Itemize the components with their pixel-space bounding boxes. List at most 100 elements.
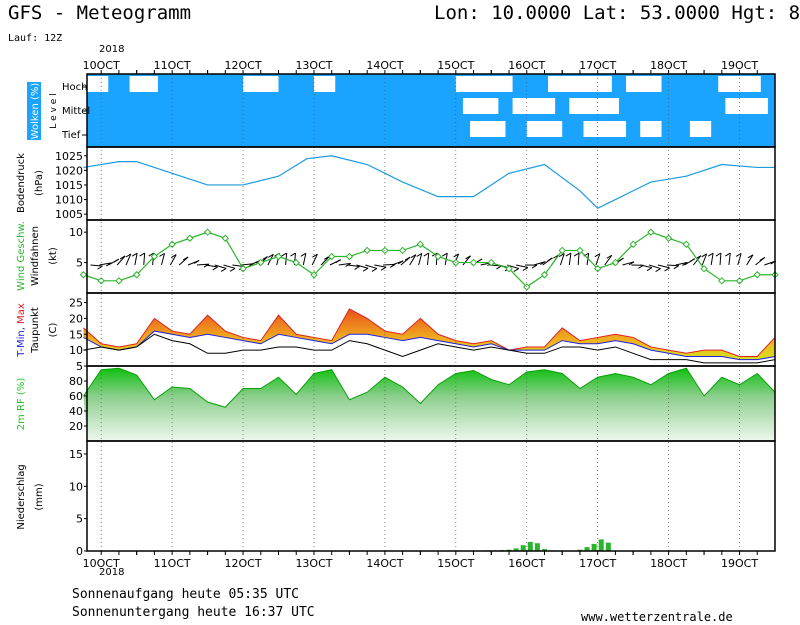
wind-barb xyxy=(160,253,165,266)
panel-frame-pressure xyxy=(86,146,776,221)
wind-speed-line xyxy=(83,231,775,288)
wind-barb-flag xyxy=(220,267,227,272)
location-label: Lon: 10.0000 Lat: 53.0000 Hgt: 8 xyxy=(434,2,800,24)
bottom-date-label: 17OCT xyxy=(579,557,616,570)
top-date-label: 13OCT xyxy=(295,59,332,72)
top-date-label: 17OCT xyxy=(579,59,616,72)
wind-tick-label: 5 xyxy=(76,257,83,270)
pressure-tick-label: 1015 xyxy=(55,179,83,192)
tmin-line xyxy=(83,330,776,361)
cloud-clear-spot xyxy=(640,121,662,137)
wind-barb xyxy=(116,255,126,266)
wind-barb xyxy=(134,253,138,266)
wind-speed-point xyxy=(718,277,726,285)
year-bottom-label: 2018 xyxy=(99,567,125,578)
wind-barb xyxy=(710,253,714,266)
wind-barb xyxy=(604,254,613,266)
top-date-label: 19OCT xyxy=(721,59,758,72)
humidity-tick-label: 80 xyxy=(69,375,83,388)
cloud-clear-spot xyxy=(313,76,336,92)
cloud-clear-spot xyxy=(569,98,619,114)
precipitation-bar xyxy=(591,543,597,551)
wind-speed-point xyxy=(257,258,265,267)
precipitation-bar xyxy=(605,542,611,551)
wind-barb xyxy=(320,255,330,266)
bottom-date-label: 16OCT xyxy=(508,557,545,570)
temperature-unit-label: (C) xyxy=(48,323,59,338)
wind-barb xyxy=(595,253,601,266)
wind-barb-flag xyxy=(725,252,731,257)
wind-barb xyxy=(728,253,731,266)
wind-barb xyxy=(214,264,227,269)
wind-barb-flag xyxy=(119,255,126,260)
wind-barb-flag xyxy=(547,257,553,262)
cloud-clear-spot xyxy=(455,76,513,92)
wind-barb-flag xyxy=(558,253,565,258)
precipitation-unit-label: (mm) xyxy=(34,483,45,510)
top-date-label: 16OCT xyxy=(508,59,545,72)
wind-barb xyxy=(302,253,307,266)
wind-speed-point xyxy=(629,240,637,249)
cloud-clear-spot xyxy=(526,121,563,137)
bottom-date-label: 12OCT xyxy=(225,557,262,570)
wind-barb xyxy=(374,264,387,268)
wind-barb xyxy=(640,264,653,269)
wind-barb xyxy=(648,264,661,270)
humidity-area xyxy=(83,368,775,441)
wind-speed-point xyxy=(327,252,336,261)
wind-barb-flag xyxy=(673,265,680,270)
precipitation-bar xyxy=(541,549,547,551)
wind-barb-flag xyxy=(522,267,529,271)
panel-frame-precipitation xyxy=(86,440,776,552)
cloud-clear-spot xyxy=(129,76,158,92)
wind-barb xyxy=(90,264,103,267)
wind-barb xyxy=(746,254,754,266)
cloud-clear-spot xyxy=(87,76,109,92)
wind-barb xyxy=(675,261,688,266)
wind-speed-point xyxy=(700,264,708,273)
cloud-level-label: L e v e l xyxy=(49,93,59,128)
wind-speed-point xyxy=(168,240,176,249)
precipitation-bar xyxy=(527,541,533,551)
cloud-clear-spot xyxy=(462,98,499,114)
wind-barb-flag xyxy=(300,252,307,257)
wind-barb xyxy=(719,252,722,266)
wind-barb-flag xyxy=(148,252,155,257)
dewpoint-axis-label: Taupunkt xyxy=(30,307,41,354)
cloud-cover-area xyxy=(87,74,775,147)
wind-barb xyxy=(516,264,528,269)
wind-barb xyxy=(241,263,254,266)
cloud-clear-spot xyxy=(548,76,612,92)
wind-barb-flag xyxy=(354,266,360,270)
wind-barb xyxy=(311,253,318,266)
wind-speed-point xyxy=(186,234,194,242)
wind-barb-flag xyxy=(203,263,210,268)
wind-speed-point xyxy=(363,246,371,255)
wind-barb-flag xyxy=(646,267,653,272)
wind-barb-flag xyxy=(193,260,200,264)
wind-barb-axis-label: Windfahnen xyxy=(30,226,41,286)
cloud-clear-spot xyxy=(725,98,768,114)
wind-barb-flag xyxy=(312,253,318,258)
temperature-tick-label: 15 xyxy=(69,328,83,341)
precipitation-bar xyxy=(513,548,519,551)
precipitation-bar xyxy=(584,547,590,551)
wind-barb-flag xyxy=(404,256,411,261)
wind-axis-label: Wind Geschw. xyxy=(16,221,27,291)
wind-speed-point xyxy=(345,252,354,261)
wind-barb-flag xyxy=(262,256,268,261)
cloud-axis-label: Wolken (%) xyxy=(30,83,41,140)
wind-speed-point xyxy=(239,264,247,273)
top-date-label: 18OCT xyxy=(650,59,687,72)
wind-speed-point xyxy=(469,258,478,267)
wind-speed-point xyxy=(274,252,283,261)
wind-barb xyxy=(223,264,236,269)
wind-speed-point xyxy=(753,271,761,279)
cloud-clear-spot xyxy=(583,121,627,137)
cloud-clear-spot xyxy=(470,121,506,137)
wind-barb xyxy=(143,252,146,266)
wind-barb-flag xyxy=(182,256,189,261)
wind-barb-flag xyxy=(759,256,766,261)
wind-barb-flag xyxy=(290,252,296,257)
cloud-clear-spot xyxy=(689,121,712,137)
